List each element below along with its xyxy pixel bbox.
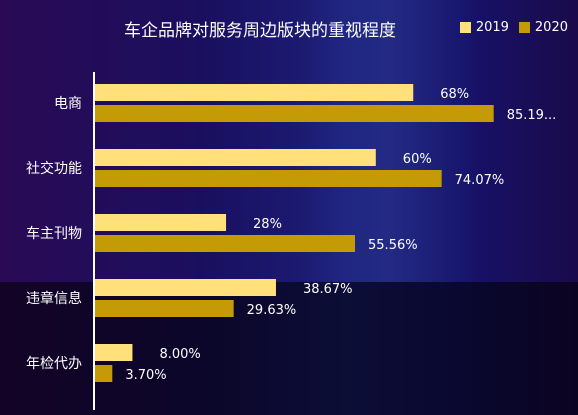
data-label-2020: 55.56% [368,238,418,253]
bar-2019 [95,149,376,166]
legend-swatch-2019 [459,22,471,33]
bar-2019 [95,279,276,296]
legend-swatch-2020 [518,22,530,33]
category-label: 车主刊物 [26,225,82,242]
chart-title: 车企品牌对服务周边版块的重视程度 [124,21,396,41]
bar-2019 [95,344,133,361]
data-label-2020: 3.70% [125,368,166,383]
bar-2019 [95,84,414,101]
bar-2020 [95,105,494,122]
legend-item-2019: 2019 [459,20,509,35]
data-label-2020: 85.19... [507,108,557,123]
data-label-2020: 29.63% [247,303,297,318]
bar-2020 [95,300,234,317]
category-label: 电商 [54,96,82,112]
bar-2019 [95,214,227,231]
legend-label-2020: 2020 [534,20,568,35]
category-label: 社交功能 [26,160,82,177]
bar-2020 [95,235,356,252]
bar-2020 [95,170,442,187]
bar-2020 [95,365,113,382]
data-label-2019: 8.00% [159,347,200,362]
data-label-2019: 38.67% [303,282,353,297]
category-label: 年检代办 [26,356,82,372]
data-label-2019: 28% [253,217,282,232]
legend: 2019 2020 [459,20,568,35]
legend-item-2020: 2020 [518,20,568,35]
data-label-2019: 68% [440,87,469,102]
legend-label-2019: 2019 [475,20,509,35]
data-label-2020: 74.07% [455,173,505,188]
data-label-2019: 60% [403,152,432,167]
category-label: 违章信息 [26,290,82,307]
